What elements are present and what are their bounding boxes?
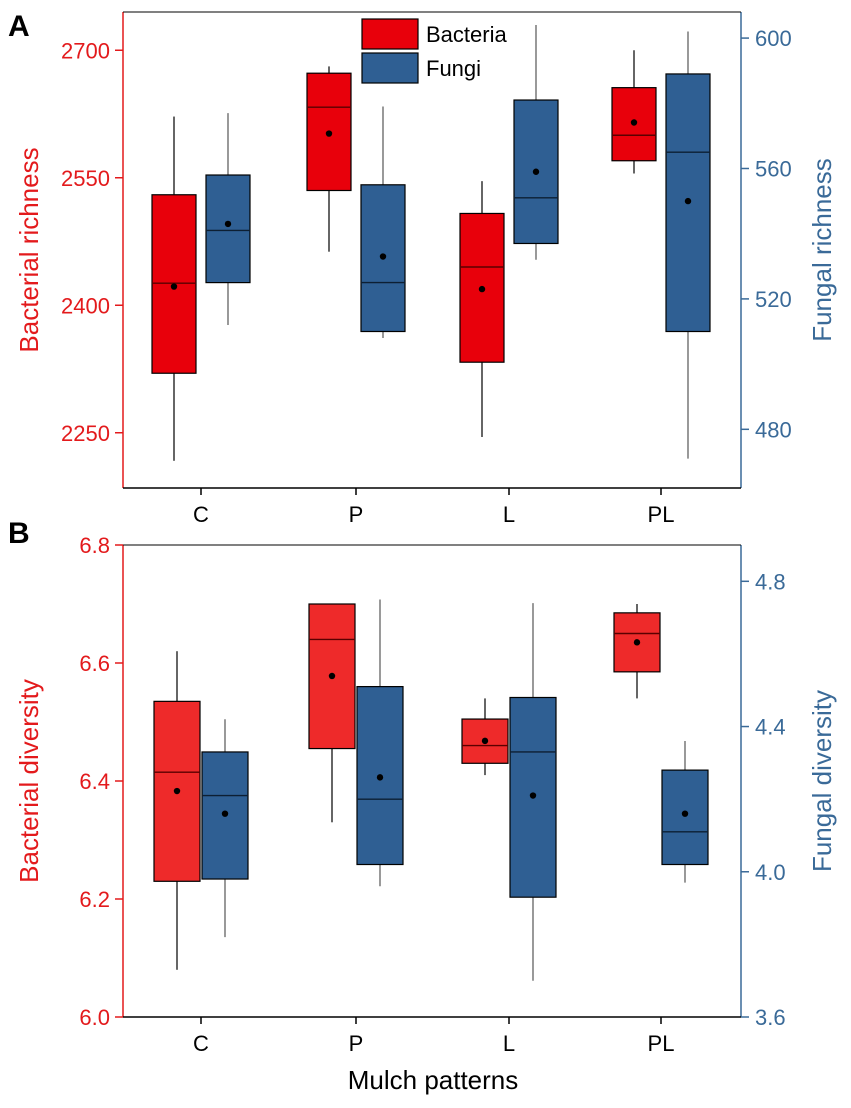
fungi-pl-box [661,741,709,883]
bacteria-l-mean-point [478,285,486,293]
left-tick-label: 2700 [61,38,110,63]
fungi-l-mean-point [532,168,540,175]
bacteria-p-box [308,603,356,823]
fungi-l-mean-point [529,792,537,799]
left-tick-label: 6.2 [79,887,110,912]
bacteria-p-mean-point [328,672,336,680]
fungi-l-box [513,25,559,260]
legend-fungi-label: Fungi [426,56,481,81]
left-tick-label: 6.4 [79,769,110,794]
x-tick-label: PL [648,1031,675,1056]
panel-b: B6.06.26.46.66.83.64.04.44.8C P L PLBacteri… [8,517,837,1056]
fungi-p-mean-point [379,253,387,260]
right-axis-title: Fungal richness [807,158,837,342]
bacteria-l-box [461,698,509,776]
fungi-c-iqr-rect [205,174,251,284]
legend-fungi-swatch [361,52,419,84]
fungi-p-box [356,599,404,887]
x-tick-label: P [349,1031,364,1056]
right-tick-label: 560 [755,156,792,181]
left-tick-label: 2400 [61,293,110,318]
panel-label: B [8,517,30,550]
fungi-c-box [201,719,249,938]
fungi-pl-iqr-rect [661,769,709,866]
bacteria-pl-box [613,604,661,699]
fungi-p-box [360,106,406,339]
legend-bacteria-swatch [361,18,419,50]
fungi-l-box [509,603,557,981]
bacteria-c-box [151,116,197,461]
fungi-p-mean-point [376,774,384,781]
right-tick-label: 4.8 [755,569,786,594]
right-tick-label: 4.4 [755,715,786,740]
fungi-pl-mean-point [684,197,692,205]
right-tick-label: 600 [755,26,792,51]
fungi-c-box [205,113,251,325]
x-tick-label: PL [648,502,675,527]
left-tick-label: 6.0 [79,1005,110,1030]
bacteria-p-mean-point [325,130,333,137]
legend-bacteria-label: Bacteria [426,22,507,47]
left-axis-title: Bacterial richness [14,147,44,352]
fungi-c-mean-point [224,220,232,228]
right-axis-title: Fungal diversity [807,690,837,872]
x-axis-title: Mulch patterns [348,1065,519,1095]
fungi-pl-box [665,31,711,459]
bacteria-c-mean-point [170,283,178,290]
bacteria-c-mean-point [173,787,181,795]
right-tick-label: 3.6 [755,1005,786,1030]
left-tick-label: 6.8 [79,533,110,558]
right-tick-label: 520 [755,287,792,312]
panel-label: A [8,10,30,43]
bacteria-l-iqr-rect [459,212,505,363]
x-tick-label: L [503,502,515,527]
left-tick-label: 2250 [61,421,110,446]
right-tick-label: 480 [755,417,792,442]
left-tick-label: 2550 [61,166,110,191]
left-axis-title: Bacterial diversity [14,679,44,883]
legend: Bacteria Fungi [361,18,507,84]
bacteria-pl-mean-point [633,639,641,646]
bacteria-c-box [153,651,201,970]
bacteria-l-mean-point [481,737,489,745]
bacteria-l-box [459,181,505,437]
right-tick-label: 4.0 [755,860,786,885]
bacteria-p-box [306,66,352,252]
fungi-c-mean-point [221,810,229,817]
bacteria-pl-box [611,50,657,174]
bacteria-pl-mean-point [630,119,638,126]
fungi-pl-mean-point [681,810,689,817]
x-tick-label: P [349,502,364,527]
left-tick-label: 6.6 [79,651,110,676]
x-tick-label: C [193,1031,209,1056]
x-tick-label: L [503,1031,515,1056]
x-tick-label: C [193,502,209,527]
